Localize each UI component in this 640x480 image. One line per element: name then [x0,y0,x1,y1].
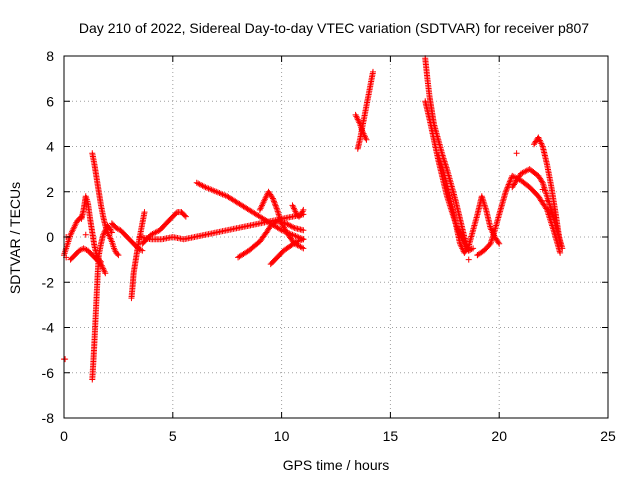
x-tick-label: 25 [600,428,616,444]
data-point [290,224,297,231]
data-point [465,256,472,263]
data-point [495,239,502,246]
y-tick-label: -4 [42,320,55,336]
data-point [300,227,307,234]
data-point [298,244,305,251]
data-point [464,244,471,251]
data-point [270,196,277,203]
data-point [503,187,510,194]
data-point [139,247,146,254]
data-point [272,202,279,209]
data-point [200,183,207,190]
ticks: 0 5 10 15 20 25 -8 -6 -4 -2 0 2 4 6 8 [42,48,616,444]
data-point [292,239,299,246]
data-point [115,252,122,259]
data-point [470,245,477,252]
data-point [300,206,307,213]
data-point [182,213,189,220]
data-point [543,192,550,199]
x-tick-label: 0 [60,428,68,444]
data-point [544,197,551,204]
data-point [539,186,546,193]
y-tick-label: 6 [46,93,54,109]
data-point [505,182,512,189]
y-tick-label: -2 [42,274,55,290]
data-point [82,231,89,238]
x-tick-label: 20 [491,428,507,444]
data-point [559,245,566,252]
data-point [269,194,276,201]
data-point [300,236,307,243]
chart-title: Day 210 of 2022, Sidereal Day-to-day VTE… [79,20,589,36]
x-tick-label: 15 [383,428,399,444]
data-point [273,205,280,212]
y-tick-label: -6 [42,365,55,381]
grid [64,56,608,418]
y-axis-label: SDTVAR / TECUs [7,182,23,294]
data-point [474,252,481,259]
data-point [369,68,376,75]
y-tick-label: 2 [46,184,54,200]
y-tick-label: 4 [46,139,54,155]
data-point [545,196,552,203]
x-axis-label: GPS time / hours [283,457,390,473]
data-point [300,245,307,252]
data-point [269,195,276,202]
data-point [181,212,188,219]
data-point [272,201,279,208]
data-point [82,246,89,253]
y-tick-label: 0 [46,229,54,245]
data-point [507,177,514,184]
y-tick-label: 8 [46,48,54,64]
data-point [506,178,513,185]
data-point [270,198,277,205]
data-point [557,240,564,247]
data-point [502,188,509,195]
data-point [543,205,550,212]
data-point [363,136,370,143]
data-point [506,180,513,187]
data-layer [61,55,566,383]
data-point [513,150,520,157]
data-point [62,356,69,363]
data-point [542,189,549,196]
x-tick-label: 5 [169,428,177,444]
data-point [114,250,121,257]
data-point [271,199,278,206]
data-point [102,270,109,277]
data-point [496,240,503,247]
y-tick-label: -8 [42,410,55,426]
data-point [141,209,148,216]
data-point [538,178,545,185]
data-point [173,210,180,217]
data-point [137,246,144,253]
data-point [505,181,512,188]
data-point [273,204,280,211]
x-tick-label: 10 [274,428,290,444]
data-point [557,249,564,256]
data-point [503,185,510,192]
